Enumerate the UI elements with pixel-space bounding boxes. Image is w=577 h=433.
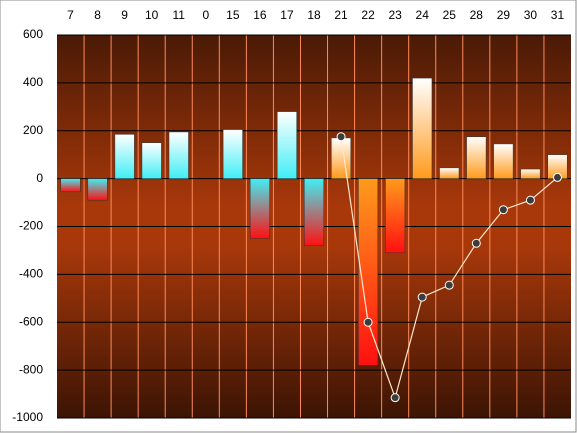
bar (141, 142, 162, 179)
line-marker (552, 172, 562, 182)
x-tick-label: 21 (334, 8, 348, 22)
line-marker (471, 238, 481, 248)
x-tick-label: 9 (121, 8, 128, 22)
line-marker (336, 132, 346, 142)
x-tick-label: 10 (145, 8, 159, 22)
x-tick-label: 31 (551, 8, 565, 22)
line-marker (417, 292, 427, 302)
bar (276, 111, 297, 179)
x-tick-label: 11 (173, 8, 186, 22)
bar (168, 131, 189, 179)
bar (87, 178, 108, 201)
bar (60, 178, 81, 193)
y-tick-label: -1000 (12, 410, 43, 424)
bar (358, 178, 379, 366)
bar (331, 137, 352, 179)
bar (439, 167, 460, 179)
y-tick-label: 200 (23, 123, 43, 137)
bar (114, 134, 135, 179)
bar (466, 136, 487, 179)
line-marker (525, 195, 535, 205)
x-tick-label: 30 (524, 8, 538, 22)
y-tick-label: 400 (23, 75, 43, 89)
bar (412, 77, 433, 179)
x-tick-label: 29 (497, 8, 511, 22)
bar (222, 129, 243, 179)
x-tick-label: 7 (67, 8, 74, 22)
line-marker (390, 393, 400, 403)
x-tick-label: 18 (307, 8, 321, 22)
line-marker (444, 280, 454, 290)
x-tick-label: 24 (416, 8, 430, 22)
x-tick-label: 28 (470, 8, 484, 22)
bar (520, 168, 541, 179)
bar (493, 143, 514, 179)
y-tick-label: -400 (19, 267, 43, 281)
line-marker (498, 205, 508, 215)
x-tick-label: 0 (202, 8, 209, 22)
y-tick-label: 600 (23, 27, 43, 41)
x-tick-label: 17 (280, 8, 294, 22)
y-tick-label: -800 (19, 362, 43, 376)
line-marker (363, 317, 373, 327)
x-tick-label: 25 (443, 8, 457, 22)
bar (385, 178, 406, 254)
y-tick-label: 0 (36, 171, 43, 185)
x-tick-label: 8 (94, 8, 101, 22)
bar (304, 178, 324, 246)
x-tick-label: 16 (253, 8, 267, 22)
x-tick-label: 15 (226, 8, 240, 22)
bar (249, 178, 270, 239)
x-tick-label: 22 (361, 8, 375, 22)
y-tick-label: -200 (19, 219, 43, 233)
y-tick-label: -600 (19, 314, 43, 328)
x-tick-label: 23 (388, 8, 402, 22)
